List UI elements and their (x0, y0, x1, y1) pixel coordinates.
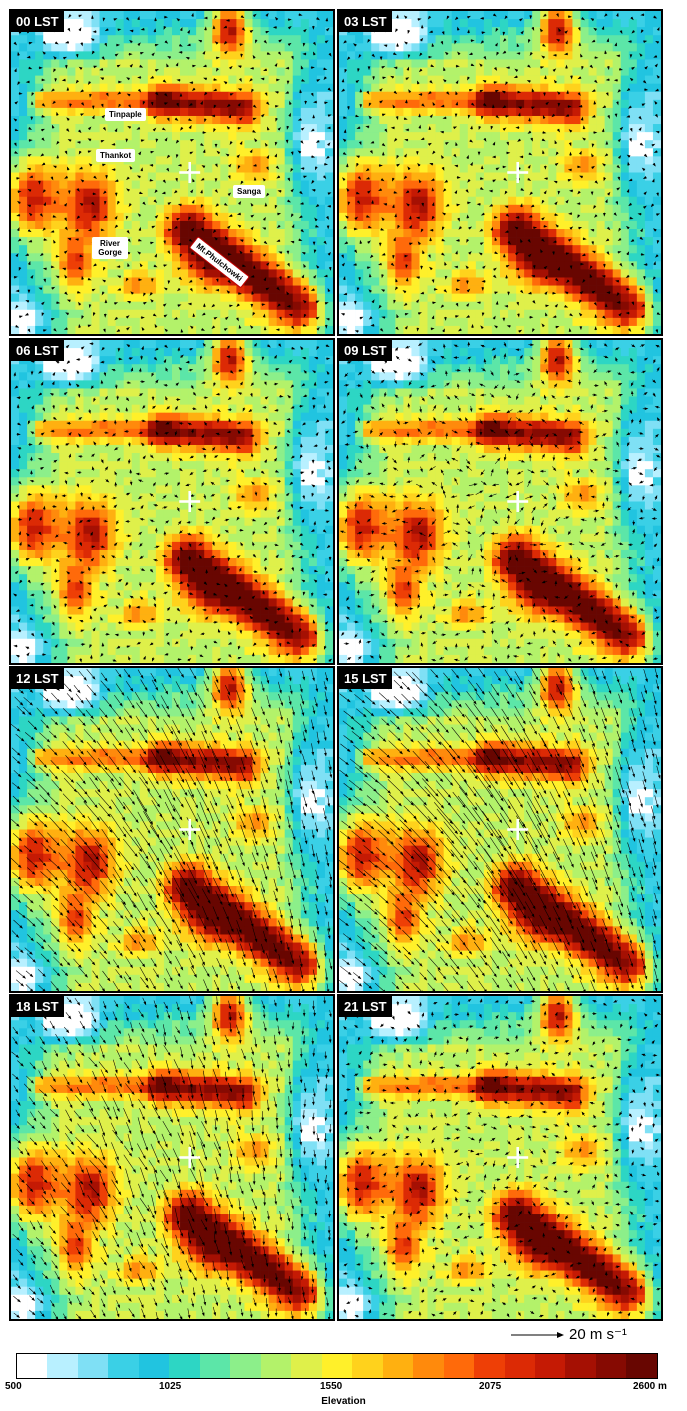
wind-scale-reference: 20 m s⁻¹ (509, 1325, 681, 1343)
colorbar-swatch (413, 1354, 444, 1378)
elevation-cells (11, 668, 333, 991)
colorbar-tick-label: 2600 m (633, 1381, 667, 1392)
wind-vectors (339, 668, 661, 991)
place-label-tinpaple: Tinpaple (105, 108, 146, 121)
colorbar-swatch (291, 1354, 322, 1378)
center-marker-icon (507, 162, 529, 183)
center-marker-icon (179, 819, 201, 840)
center-marker-icon (179, 1147, 201, 1168)
colorbar-swatch (230, 1354, 261, 1378)
colorbar-swatch (443, 1354, 475, 1378)
elevation-map (339, 668, 661, 991)
panel-time-label: 18 LST (11, 996, 64, 1017)
colorbar-swatch (565, 1354, 596, 1378)
colorbar-swatch (108, 1354, 139, 1378)
place-label-sanga: Sanga (233, 185, 266, 198)
wind-vectors (11, 996, 332, 1319)
elevation-cells (339, 11, 661, 334)
colorbar-swatch (474, 1354, 505, 1378)
map-panel: 12 LST (9, 666, 335, 993)
elevation-cells (11, 996, 333, 1319)
colorbar-swatch (352, 1354, 383, 1378)
wind-vectors (340, 12, 661, 334)
center-marker-icon (507, 491, 529, 512)
elevation-colorbar (16, 1353, 658, 1379)
map-panel: 21 LST (337, 994, 663, 1321)
wind-vectors (13, 342, 333, 663)
place-label-river-gorge: River Gorge (92, 237, 128, 259)
center-marker-icon (179, 162, 201, 183)
panel-time-label: 21 LST (339, 996, 392, 1017)
elevation-map (11, 340, 333, 663)
panel-time-label: 06 LST (11, 340, 64, 361)
panel-time-label: 00 LST (11, 11, 64, 32)
wind-vectors (339, 341, 661, 663)
colorbar-swatch (626, 1354, 657, 1378)
panel-time-label: 09 LST (339, 340, 392, 361)
colorbar-swatch (77, 1354, 109, 1378)
colorbar-swatch (504, 1354, 535, 1378)
elevation-map (339, 11, 661, 334)
elevation-map (11, 668, 333, 991)
colorbar-tick-label: 500 (5, 1381, 22, 1392)
elevation-map (11, 11, 333, 334)
elevation-map (11, 996, 333, 1319)
map-panel: 03 LST (337, 9, 663, 336)
panel-time-label: 03 LST (339, 11, 392, 32)
elevation-cells (339, 996, 661, 1319)
center-marker-icon (507, 1147, 529, 1168)
colorbar-swatch (47, 1354, 78, 1378)
map-panel: 15 LST (337, 666, 663, 993)
colorbar-swatch (595, 1354, 627, 1378)
colorbar-swatch (199, 1354, 231, 1378)
scale-arrow-icon (511, 1332, 564, 1338)
colorbar-swatch (17, 1354, 48, 1378)
map-panel: 00 LST (9, 9, 335, 336)
colorbar-title: Elevation (0, 1396, 687, 1407)
map-panel: 18 LST (9, 994, 335, 1321)
colorbar-swatch (382, 1354, 414, 1378)
scale-label: 20 m s⁻¹ (569, 1325, 627, 1343)
colorbar-swatch (534, 1354, 566, 1378)
map-panel: 09 LST (337, 338, 663, 665)
colorbar-swatch (169, 1354, 200, 1378)
wind-vectors (11, 668, 333, 991)
panel-time-label: 15 LST (339, 668, 392, 689)
elevation-cells (339, 668, 661, 991)
colorbar-tick-label: 1025 (159, 1381, 181, 1392)
center-marker-icon (179, 491, 201, 512)
elevation-map (339, 340, 661, 663)
elevation-cells (339, 340, 661, 663)
elevation-map (339, 996, 661, 1319)
map-panel: 06 LST (9, 338, 335, 665)
colorbar-swatch (138, 1354, 170, 1378)
colorbar-tick-label: 1550 (320, 1381, 342, 1392)
center-marker-icon (507, 819, 529, 840)
colorbar-swatch (260, 1354, 292, 1378)
place-label-thankot: Thankot (96, 149, 136, 162)
elevation-cells (11, 11, 333, 334)
colorbar-tick-label: 2075 (479, 1381, 501, 1392)
elevation-cells (11, 340, 333, 663)
panel-time-label: 12 LST (11, 668, 64, 689)
colorbar-swatch (321, 1354, 353, 1378)
wind-vectors (341, 998, 661, 1319)
